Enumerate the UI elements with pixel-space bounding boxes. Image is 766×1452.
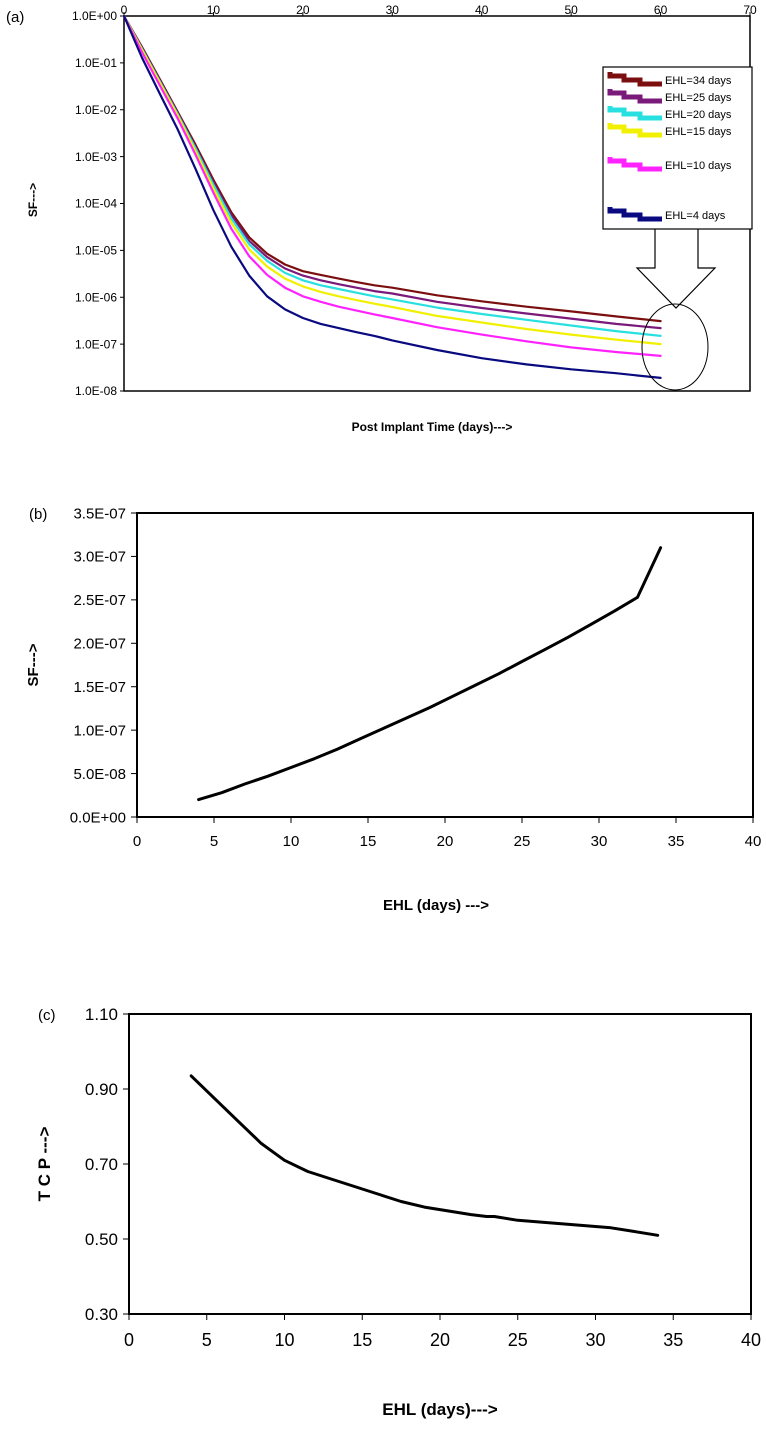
panel-a-x-ticks: 0 10 20 30 40 50 60 70 xyxy=(121,3,757,17)
y-tick-label: 1.0E-06 xyxy=(75,290,117,304)
legend-label-3: EHL=15 days xyxy=(665,126,732,138)
x-tick-label: 20 xyxy=(430,1330,450,1350)
series-line-4 xyxy=(122,14,662,357)
y-tick-label: 1.0E-02 xyxy=(75,103,117,117)
y-tick-label: 1.10 xyxy=(85,1005,118,1024)
x-tick-label: 50 xyxy=(564,3,578,17)
panel-a-highlight-ellipse xyxy=(641,303,709,391)
y-tick-label: 3.0E-07 xyxy=(73,549,126,566)
panel-a-x-axis-title: Post Implant Time (days)---> xyxy=(352,420,513,434)
y-tick-label: 3.5E-07 xyxy=(73,505,126,522)
legend-label-4: EHL=10 days xyxy=(665,160,732,172)
panel-c-plot-frame xyxy=(128,1013,752,1315)
x-tick-label: 35 xyxy=(663,1330,683,1350)
x-tick-label: 40 xyxy=(475,3,489,17)
legend-label-1: EHL=25 days xyxy=(665,92,732,104)
legend-label-5: EHL=4 days xyxy=(665,210,726,222)
panel-c-label: (c) xyxy=(38,1007,56,1024)
panel-a-y-axis-title: SF---> xyxy=(26,183,40,217)
x-tick-label: 5 xyxy=(202,1330,212,1350)
x-tick-label: 0 xyxy=(133,833,141,850)
x-tick-label: 30 xyxy=(386,3,400,17)
legend-swatch-0 xyxy=(607,72,662,87)
x-tick-label: 30 xyxy=(591,833,608,850)
x-tick-label: 20 xyxy=(296,3,310,17)
legend-label-2: EHL=20 days xyxy=(665,109,732,121)
legend-swatch-4 xyxy=(607,157,662,172)
panel-c-x-ticks: 0 5 10 15 20 25 30 35 40 xyxy=(124,1314,761,1350)
panel-b-label: (b) xyxy=(29,506,47,523)
x-tick-label: 40 xyxy=(745,833,762,850)
panel-b-y-axis-title: SF---> xyxy=(25,643,42,686)
panel-c-series-lines xyxy=(189,1074,660,1237)
y-tick-label: 5.0E-08 xyxy=(73,766,126,783)
panel-a-y-ticks: 1.0E+00 1.0E-01 1.0E-02 1.0E-03 1.0E-04 1.0E-… xyxy=(72,9,124,398)
y-tick-label: 0.50 xyxy=(85,1230,118,1249)
legend-swatch-3 xyxy=(607,123,662,138)
series-line-0 xyxy=(197,546,663,802)
panel-a-series-lines xyxy=(122,14,662,379)
x-tick-label: 60 xyxy=(654,3,668,17)
x-tick-label: 10 xyxy=(207,3,221,17)
y-tick-label: 2.0E-07 xyxy=(73,636,126,653)
x-tick-label: 40 xyxy=(741,1330,761,1350)
panel-b-x-ticks: 0 5 10 15 20 25 30 35 40 xyxy=(133,817,762,850)
panel-a-chart: (a) 0 10 20 30 40 50 60 70 1.0E+00 1.0E-01 1.0E-0… xyxy=(6,3,757,434)
x-tick-label: 10 xyxy=(274,1330,294,1350)
panel-a-legend: EHL=34 days EHL=25 days EHL=20 days EHL=15 … xyxy=(607,72,732,222)
x-tick-label: 25 xyxy=(514,833,531,850)
legend-swatch-2 xyxy=(607,106,662,121)
y-tick-label: 1.0E-04 xyxy=(75,197,117,211)
legend-swatch-1 xyxy=(607,89,662,104)
panel-c-x-axis-title: EHL (days)---> xyxy=(382,1400,497,1419)
x-tick-label: 5 xyxy=(210,833,218,850)
y-tick-label: 0.90 xyxy=(85,1080,118,1099)
x-tick-label: 0 xyxy=(121,3,128,17)
panel-c-y-axis-title: T C P ---> xyxy=(35,1127,54,1202)
y-tick-label: 2.5E-07 xyxy=(73,592,126,609)
y-tick-label: 0.70 xyxy=(85,1155,118,1174)
y-tick-label: 1.0E-08 xyxy=(75,384,117,398)
x-tick-label: 25 xyxy=(508,1330,528,1350)
legend-label-0: EHL=34 days xyxy=(665,75,732,87)
panel-b-chart: (b) 0 5 10 15 20 25 30 35 40 0.0E+00 5.0E-08 1.0E-… xyxy=(25,505,761,914)
panel-b-plot-frame xyxy=(136,512,754,818)
x-tick-label: 35 xyxy=(668,833,685,850)
panel-b-series-lines xyxy=(197,546,663,802)
y-tick-label: 1.0E-01 xyxy=(75,56,117,70)
y-tick-label: 1.0E-07 xyxy=(73,722,126,739)
panel-b-y-ticks: 0.0E+00 5.0E-08 1.0E-07 1.5E-07 2.0E-07 2.5E-… xyxy=(70,505,137,826)
panel-c-y-ticks: 0.30 0.50 0.70 0.90 1.10 xyxy=(85,1005,129,1324)
x-tick-label: 0 xyxy=(124,1330,134,1350)
panel-c-chart: (c) 0 5 10 15 20 25 30 35 40 0.30 0.50 0.70 0.90 1.1… xyxy=(35,1005,761,1419)
y-tick-label: 1.0E-07 xyxy=(75,337,117,351)
x-tick-label: 20 xyxy=(437,833,454,850)
panel-a-down-arrow xyxy=(635,227,717,309)
series-line-5 xyxy=(122,14,662,379)
x-tick-label: 70 xyxy=(743,3,757,17)
x-tick-label: 15 xyxy=(360,833,377,850)
y-tick-label: 1.5E-07 xyxy=(73,679,126,696)
series-line-3 xyxy=(122,14,662,346)
x-tick-label: 30 xyxy=(585,1330,605,1350)
y-tick-label: 1.0E-05 xyxy=(75,244,117,258)
y-tick-label: 1.0E+00 xyxy=(72,9,117,23)
x-tick-label: 10 xyxy=(283,833,300,850)
legend-swatch-5 xyxy=(607,207,662,222)
series-line-0 xyxy=(189,1074,660,1237)
panel-a-legend-box xyxy=(602,66,753,230)
y-tick-label: 0.0E+00 xyxy=(70,809,126,826)
panel-a-label: (a) xyxy=(6,9,24,26)
panel-b-x-axis-title: EHL (days) ---> xyxy=(383,897,489,914)
y-tick-label: 0.30 xyxy=(85,1305,118,1324)
y-tick-label: 1.0E-03 xyxy=(75,150,117,164)
x-tick-label: 15 xyxy=(352,1330,372,1350)
